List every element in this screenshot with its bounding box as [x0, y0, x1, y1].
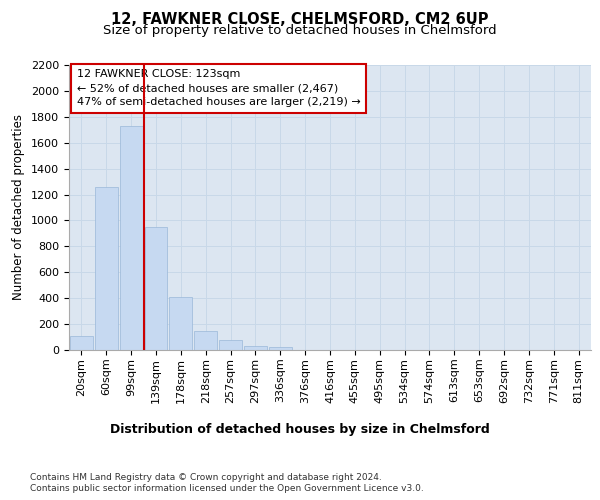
Bar — [244, 346, 267, 350]
Text: Distribution of detached houses by size in Chelmsford: Distribution of detached houses by size … — [110, 422, 490, 436]
Bar — [95, 187, 118, 350]
Bar — [145, 227, 167, 350]
Text: Contains public sector information licensed under the Open Government Licence v3: Contains public sector information licen… — [30, 484, 424, 493]
Bar — [219, 340, 242, 350]
Bar — [120, 126, 143, 350]
Text: Size of property relative to detached houses in Chelmsford: Size of property relative to detached ho… — [103, 24, 497, 37]
Bar — [70, 336, 93, 350]
Bar — [269, 348, 292, 350]
Text: 12 FAWKNER CLOSE: 123sqm
← 52% of detached houses are smaller (2,467)
47% of sem: 12 FAWKNER CLOSE: 123sqm ← 52% of detach… — [77, 70, 361, 108]
Text: Contains HM Land Registry data © Crown copyright and database right 2024.: Contains HM Land Registry data © Crown c… — [30, 472, 382, 482]
Bar — [169, 297, 192, 350]
Bar — [194, 330, 217, 350]
Text: 12, FAWKNER CLOSE, CHELMSFORD, CM2 6UP: 12, FAWKNER CLOSE, CHELMSFORD, CM2 6UP — [111, 12, 489, 28]
Y-axis label: Number of detached properties: Number of detached properties — [13, 114, 25, 300]
